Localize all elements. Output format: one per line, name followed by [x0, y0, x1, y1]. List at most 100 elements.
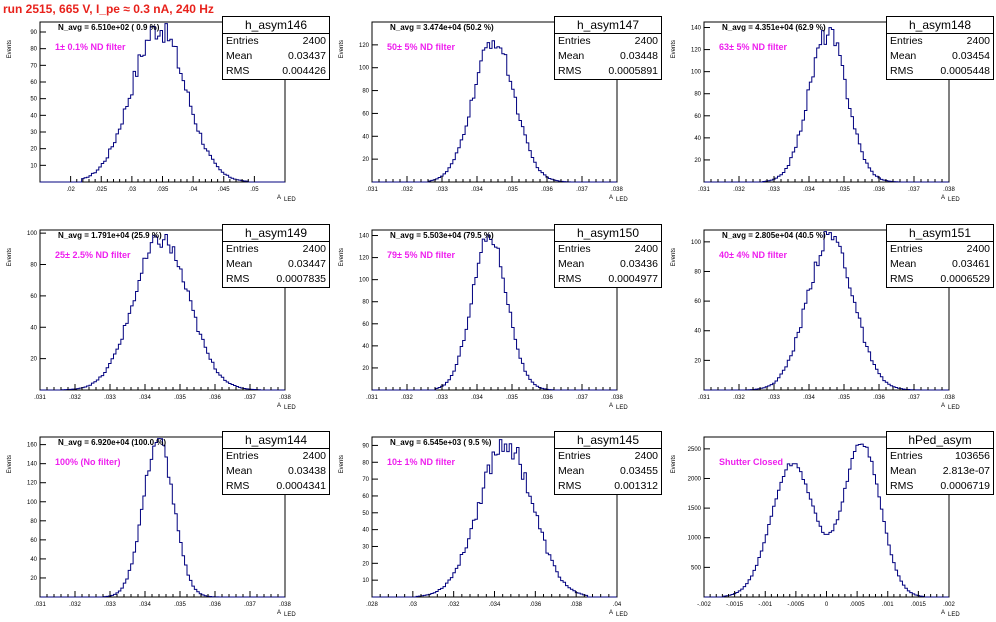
stats-box: h_asym149 Entries 2400 Mean 0.03447 RMS 0.0007… [222, 224, 330, 288]
histogram-name: h_asym144 [223, 432, 329, 449]
x-tick-label: .05 [250, 187, 259, 193]
n-avg-label: N_avg = 6.545e+03 ( 9.5 %) [390, 438, 492, 447]
x-tick-label: .036 [873, 395, 885, 401]
y-tick-label: 2000 [688, 476, 702, 482]
x-tick-label: .035 [174, 602, 186, 608]
y-axis-title: Events [339, 455, 345, 473]
stats-value: 103656 [954, 450, 990, 462]
stats-value: 2.813e-07 [942, 465, 990, 477]
y-tick-label: 60 [362, 322, 369, 328]
histogram-line [372, 439, 617, 598]
stats-key: RMS [558, 480, 582, 492]
y-tick-label: 80 [694, 92, 701, 98]
histogram-plot-hPed_asym: -.002 -.0015 -.001 -.0005 0 .0005 .001 .0015 .00… [671, 436, 960, 618]
y-axis-title: Events [7, 455, 13, 473]
histogram-name: h_asym146 [223, 17, 329, 34]
stats-key: Entries [226, 35, 259, 47]
histogram-panel-h_asym146: .02 .025 .03 .035 .04 .045 .05 10 20 30 40 50 60 70 80… [0, 0, 330, 207]
y-tick-label: 80 [362, 300, 369, 306]
y-tick-label: 40 [30, 325, 37, 331]
stats-key: Entries [890, 450, 923, 462]
y-tick-label: 60 [694, 114, 701, 120]
x-tick-label: .036 [209, 395, 221, 401]
y-tick-label: 140 [27, 462, 38, 468]
n-avg-label: N_avg = 2.805e+04 (40.5 %) [722, 231, 826, 240]
stats-row-entries: Entries 2400 [555, 242, 661, 257]
x-tick-label: .035 [174, 395, 186, 401]
stats-row-entries: Entries 103656 [887, 449, 993, 464]
x-axis-title: A [941, 610, 945, 616]
histogram-name: h_asym149 [223, 225, 329, 242]
stats-box: h_asym144 Entries 2400 Mean 0.03438 RMS 0.0004… [222, 431, 330, 495]
y-tick-label: 50 [30, 97, 37, 103]
stats-row-rms: RMS 0.004426 [223, 64, 329, 79]
x-axis-title: A [277, 195, 281, 201]
stats-row-mean: Mean 0.03447 [223, 257, 329, 272]
n-avg-label: N_avg = 4.351e+04 (62.9 %) [722, 23, 826, 32]
x-tick-label: .031 [34, 395, 46, 401]
x-axis-subscript: LED [616, 405, 628, 411]
y-tick-label: 10 [30, 163, 37, 169]
stats-value: 2400 [302, 450, 326, 462]
y-tick-label: 30 [362, 544, 369, 550]
stats-value: 0.0006529 [940, 273, 990, 285]
stats-value: 0.03438 [288, 465, 326, 477]
y-tick-label: 20 [30, 357, 37, 363]
stats-row-rms: RMS 0.0006529 [887, 272, 993, 287]
histogram-plot-h_asym148: .031 .032 .033 .034 .035 .036 .037 .038 20 40 60 80… [671, 21, 960, 203]
stats-row-rms: RMS 0.0005891 [555, 64, 661, 79]
x-tick-label: .035 [157, 187, 169, 193]
stats-value: 2400 [634, 450, 658, 462]
stats-key: RMS [890, 273, 914, 285]
x-tick-label: .038 [570, 602, 582, 608]
y-tick-label: 1500 [688, 506, 702, 512]
stats-key: Entries [890, 35, 923, 47]
x-tick-label: .031 [366, 187, 378, 193]
y-tick-label: 40 [30, 113, 37, 119]
y-tick-label: 80 [30, 263, 37, 269]
y-tick-label: 80 [30, 47, 37, 53]
stats-row-entries: Entries 2400 [223, 34, 329, 49]
stats-value: 0.03448 [620, 50, 658, 62]
histogram-panel-h_asym145: .028 .03 .032 .034 .036 .038 .04 10 20 30 40 50 60 70… [332, 415, 662, 622]
plot-frame [39, 436, 286, 598]
n-avg-label: N_avg = 6.510e+02 ( 0.9 %) [58, 23, 160, 32]
x-tick-label: .002 [943, 602, 955, 608]
histogram-plot-h_asym149: .031 .032 .033 .034 .035 .036 .037 .038 20 40 60 80… [7, 229, 296, 411]
stats-row-entries: Entries 2400 [887, 34, 993, 49]
histogram-name: h_asym151 [887, 225, 993, 242]
x-tick-label: .032 [448, 602, 460, 608]
x-tick-label: .036 [541, 395, 553, 401]
x-tick-label: .034 [139, 602, 151, 608]
y-axis-title: Events [671, 455, 677, 473]
y-tick-label: 100 [27, 231, 38, 237]
y-axis-title: Events [339, 40, 345, 58]
stats-row-entries: Entries 2400 [555, 449, 661, 464]
filter-label: 63± 5% ND filter [719, 42, 787, 52]
x-tick-label: .0015 [911, 602, 927, 608]
y-tick-label: 40 [362, 134, 369, 140]
stats-box: h_asym151 Entries 2400 Mean 0.03461 RMS 0.0006… [886, 224, 994, 288]
y-tick-label: 50 [362, 511, 369, 517]
x-tick-label: .032 [733, 395, 745, 401]
stats-value: 0.0005448 [940, 65, 990, 77]
stats-key: Mean [226, 465, 253, 477]
stats-value: 0.03436 [620, 258, 658, 270]
x-tick-label: -.0005 [787, 602, 805, 608]
x-tick-label: .031 [698, 187, 710, 193]
x-tick-label: -.0015 [726, 602, 744, 608]
stats-key: Mean [890, 50, 917, 62]
x-tick-label: .033 [104, 602, 116, 608]
histogram-line [372, 40, 617, 183]
stats-row-entries: Entries 2400 [223, 449, 329, 464]
x-tick-label: .035 [506, 187, 518, 193]
x-tick-label: .037 [244, 395, 256, 401]
plot-frame [39, 229, 286, 391]
stats-key: RMS [226, 480, 250, 492]
x-tick-label: .038 [611, 187, 623, 193]
x-axis-subscript: LED [284, 405, 296, 411]
x-tick-label: .032 [69, 602, 81, 608]
stats-value: 2400 [966, 243, 990, 255]
stats-row-mean: Mean 0.03437 [223, 49, 329, 64]
filter-label: 25± 2.5% ND filter [55, 250, 131, 260]
